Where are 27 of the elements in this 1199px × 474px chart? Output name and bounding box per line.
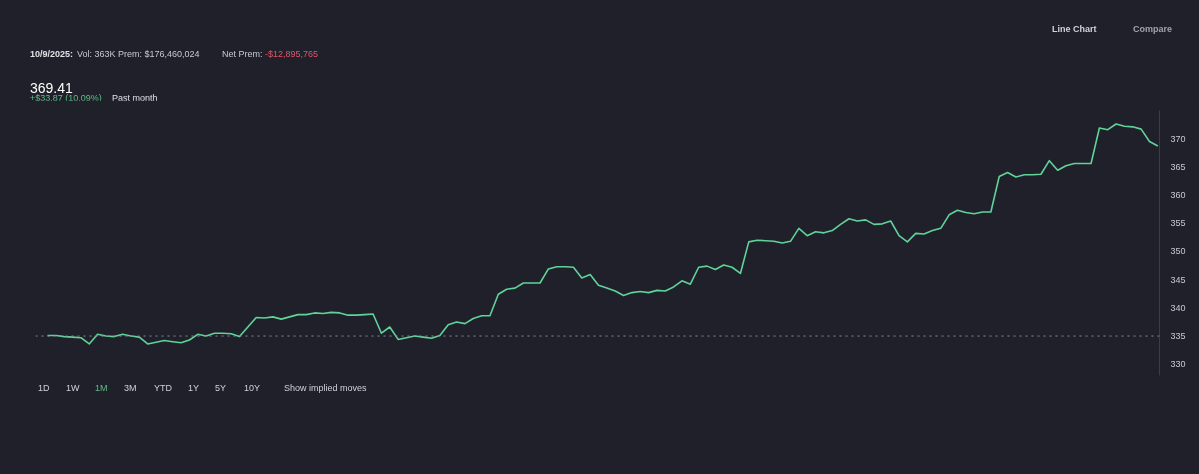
y-tick-label: 370	[1170, 133, 1186, 144]
text: -$12,895,765	[265, 47, 319, 61]
y-tick-label: 335	[1170, 331, 1186, 342]
text: YTD	[154, 381, 172, 395]
text: Line Chart	[1052, 22, 1097, 36]
line-series	[46, 123, 1159, 345]
text: 1M	[95, 381, 108, 395]
text: Compare	[1133, 22, 1173, 36]
text: 10Y	[244, 381, 261, 395]
text: Vol: 363K	[77, 47, 116, 61]
y-tick-label: 360	[1170, 190, 1186, 201]
text: Show implied moves	[284, 381, 367, 395]
y-tick-label: 365	[1170, 161, 1186, 172]
text: 10/9/2025:	[30, 47, 74, 61]
y-tick-label: 330	[1170, 359, 1186, 370]
text: 1D	[38, 381, 50, 395]
text: Past month	[112, 91, 158, 105]
text: 1W	[66, 381, 80, 395]
y-tick-label: 340	[1170, 302, 1186, 313]
y-tick-label: 355	[1170, 218, 1186, 229]
y-tick-label: 345	[1170, 274, 1186, 285]
y-tick-label: 350	[1170, 246, 1186, 257]
text: 3M	[124, 381, 137, 395]
text: 5Y	[215, 381, 227, 395]
text: 1Y	[188, 381, 200, 395]
text: Prem: $176,460,024	[118, 47, 200, 61]
text: Net Prem:	[222, 47, 263, 61]
